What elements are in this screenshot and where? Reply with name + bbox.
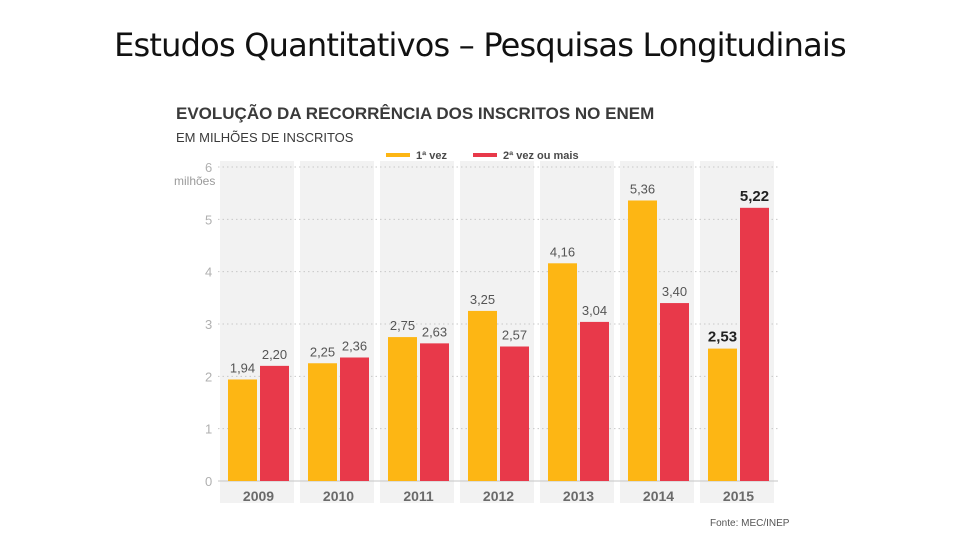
data-label-2014-repeat: 3,40	[662, 284, 687, 299]
bar-2014-repeat	[660, 303, 689, 481]
data-label-2012-repeat: 2,57	[502, 328, 527, 343]
bar-2011-repeat	[420, 343, 449, 481]
data-label-2010-repeat: 2,36	[342, 338, 367, 353]
bar-2015-first-time	[708, 348, 737, 481]
chart-panel: EVOLUÇÃO DA RECORRÊNCIA DOS INSCRITOS NO…	[172, 92, 792, 534]
bar-2010-first-time	[308, 363, 337, 481]
y-tick-3: 3	[205, 317, 212, 332]
bar-2009-first-time	[228, 379, 257, 481]
chart-title: EVOLUÇÃO DA RECORRÊNCIA DOS INSCRITOS NO…	[176, 103, 654, 123]
y-tick-4: 4	[205, 265, 212, 280]
y-tick-1: 1	[205, 422, 212, 437]
bar-chart: EVOLUÇÃO DA RECORRÊNCIA DOS INSCRITOS NO…	[174, 103, 790, 529]
x-tick-2011: 2011	[403, 488, 434, 504]
x-tick-2010: 2010	[323, 488, 354, 504]
bar-2012-repeat	[500, 346, 529, 481]
bar-2009-repeat	[260, 365, 289, 481]
y-tick-5: 5	[205, 212, 212, 227]
data-label-2012-first-time: 3,25	[470, 292, 495, 307]
bar-2011-first-time	[388, 337, 417, 481]
x-tick-2009: 2009	[243, 488, 274, 504]
x-tick-2015: 2015	[723, 488, 754, 504]
data-label-2011-first-time: 2,75	[390, 318, 415, 333]
data-label-2009-first-time: 1,94	[230, 360, 255, 375]
x-tick-2013: 2013	[563, 488, 594, 504]
legend-swatch-repeat	[473, 153, 497, 157]
data-label-2015-first-time: 2,53	[708, 329, 737, 346]
bar-2015-repeat	[740, 207, 769, 481]
data-label-2011-repeat: 2,63	[422, 324, 447, 339]
data-label-2015-repeat: 5,22	[740, 188, 769, 205]
x-tick-2014: 2014	[643, 488, 674, 504]
legend-label-first-time: 1ª vez	[416, 150, 447, 162]
y-tick-2: 2	[205, 369, 212, 384]
data-label-2010-first-time: 2,25	[310, 344, 335, 359]
bar-2014-first-time	[628, 200, 657, 481]
y-tick-0: 0	[205, 474, 212, 489]
x-tick-2012: 2012	[483, 488, 514, 504]
y-tick-6: 6	[205, 160, 212, 175]
chart-subtitle: EM MILHÕES DE INSCRITOS	[176, 130, 354, 145]
legend-label-repeat: 2ª vez ou mais	[503, 150, 579, 162]
legend-swatch-first-time	[386, 153, 410, 157]
y-axis-label: milhões	[174, 174, 215, 188]
bar-2013-repeat	[580, 321, 609, 481]
data-label-2013-first-time: 4,16	[550, 244, 575, 259]
data-label-2013-repeat: 3,04	[582, 303, 607, 318]
bar-2013-first-time	[548, 263, 577, 481]
chart-source: Fonte: MEC/INEP	[710, 518, 790, 529]
bar-2012-first-time	[468, 310, 497, 481]
data-label-2014-first-time: 5,36	[630, 181, 655, 196]
slide-title: Estudos Quantitativos – Pesquisas Longit…	[114, 26, 847, 64]
data-label-2009-repeat: 2,20	[262, 347, 287, 362]
bar-2010-repeat	[340, 357, 369, 481]
